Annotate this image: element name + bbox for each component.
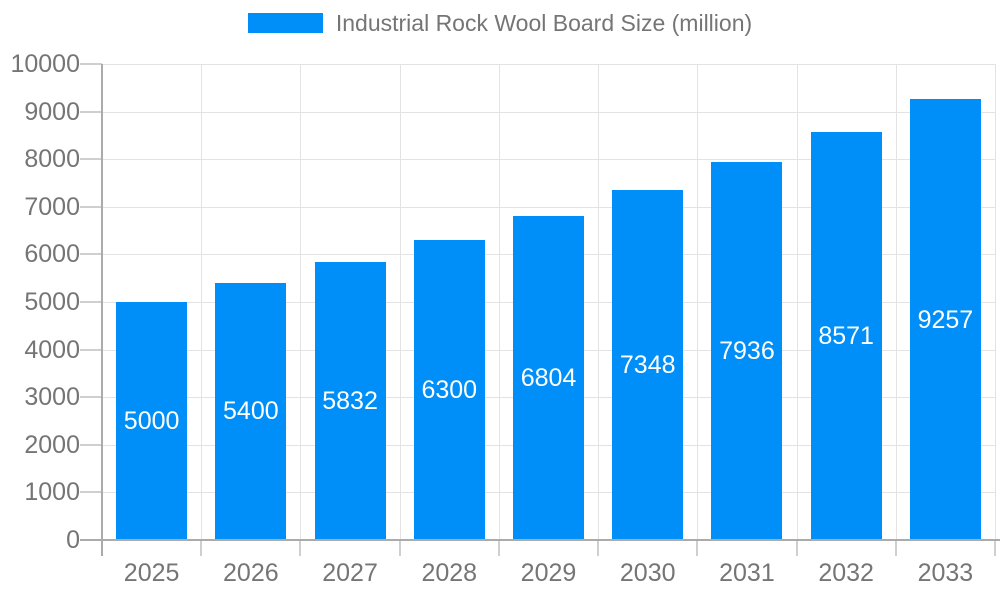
x-gridline [399, 64, 401, 540]
x-axis-tick-label: 2025 [123, 559, 180, 587]
legend[interactable]: Industrial Rock Wool Board Size (million… [0, 9, 1000, 36]
bar-value-label: 7936 [719, 337, 775, 366]
x-axis-tick [398, 541, 401, 556]
y-axis-tick-label: 10000 [10, 50, 80, 78]
y-gridline [102, 159, 995, 161]
bar [711, 162, 783, 540]
x-axis-tick [497, 541, 500, 556]
y-axis-tick-label: 7000 [24, 192, 80, 221]
x-axis-tick-label: 2032 [818, 559, 874, 587]
legend-swatch [247, 13, 323, 33]
x-gridline [300, 64, 302, 540]
bar [116, 302, 188, 540]
x-gridline [895, 64, 897, 540]
x-axis-tick [894, 541, 897, 556]
bar-value-label: 9257 [917, 305, 974, 334]
y-axis-tick-label: 5000 [24, 288, 80, 316]
x-axis-tick-label: 2031 [719, 559, 775, 587]
y-axis-tick [80, 110, 102, 113]
bar [810, 132, 882, 540]
bar [513, 216, 584, 540]
x-axis-tick-label: 2033 [917, 559, 974, 587]
y-gridline [102, 206, 995, 208]
x-gridline [995, 64, 996, 540]
legend-label: Industrial Rock Wool Board Size (million… [335, 9, 753, 36]
y-axis-tick [80, 63, 102, 65]
y-axis-tick [80, 205, 102, 208]
bar [909, 99, 981, 540]
y-axis-tick-label: 9000 [24, 97, 80, 126]
x-axis-tick [299, 541, 302, 556]
bar-value-label: 5000 [123, 407, 180, 435]
y-axis-tick [80, 158, 102, 161]
y-axis-tick-label: 0 [66, 526, 80, 554]
y-gridline [102, 64, 995, 65]
y-axis-tick [80, 348, 102, 351]
y-gridline [102, 111, 995, 113]
bar [215, 282, 287, 540]
x-gridline [796, 64, 798, 540]
bar-value-label: 5400 [223, 397, 279, 426]
y-axis-tick-label: 2000 [24, 430, 80, 459]
bar [314, 262, 386, 540]
y-axis-tick-label: 6000 [24, 240, 80, 269]
x-axis-tick-label: 2026 [223, 559, 279, 587]
bar-value-label: 8571 [818, 322, 874, 350]
x-axis-tick [597, 541, 600, 556]
x-gridline [498, 64, 500, 540]
bar [413, 240, 485, 540]
x-axis-line [80, 539, 1000, 541]
x-axis-tick-label: 2027 [322, 559, 378, 587]
x-axis-tick-label: 2029 [520, 559, 577, 587]
y-axis-line [101, 64, 103, 556]
x-axis-tick-label: 2030 [619, 559, 676, 587]
y-axis-tick [80, 253, 102, 256]
bar [612, 190, 684, 540]
y-axis-tick [80, 443, 102, 446]
x-gridline [598, 64, 600, 540]
bar-value-label: 5832 [322, 387, 378, 416]
x-axis-tick-label: 2028 [421, 559, 478, 587]
x-axis-tick [795, 541, 798, 556]
x-gridline [201, 64, 203, 540]
y-axis-tick [80, 396, 102, 399]
x-axis-tick [696, 541, 699, 556]
y-axis-tick [80, 491, 102, 494]
y-axis-tick [80, 301, 102, 303]
y-axis-tick-label: 4000 [24, 335, 80, 364]
y-axis-tick-label: 1000 [24, 478, 80, 507]
x-axis-tick [200, 541, 203, 556]
bar-value-label: 6300 [421, 376, 478, 405]
y-axis-tick-label: 8000 [24, 145, 80, 174]
bar-value-label: 6804 [520, 364, 577, 393]
x-axis-tick [994, 541, 996, 556]
y-axis-tick-label: 3000 [24, 383, 80, 412]
bar-value-label: 7348 [619, 351, 676, 380]
x-gridline [697, 64, 699, 540]
